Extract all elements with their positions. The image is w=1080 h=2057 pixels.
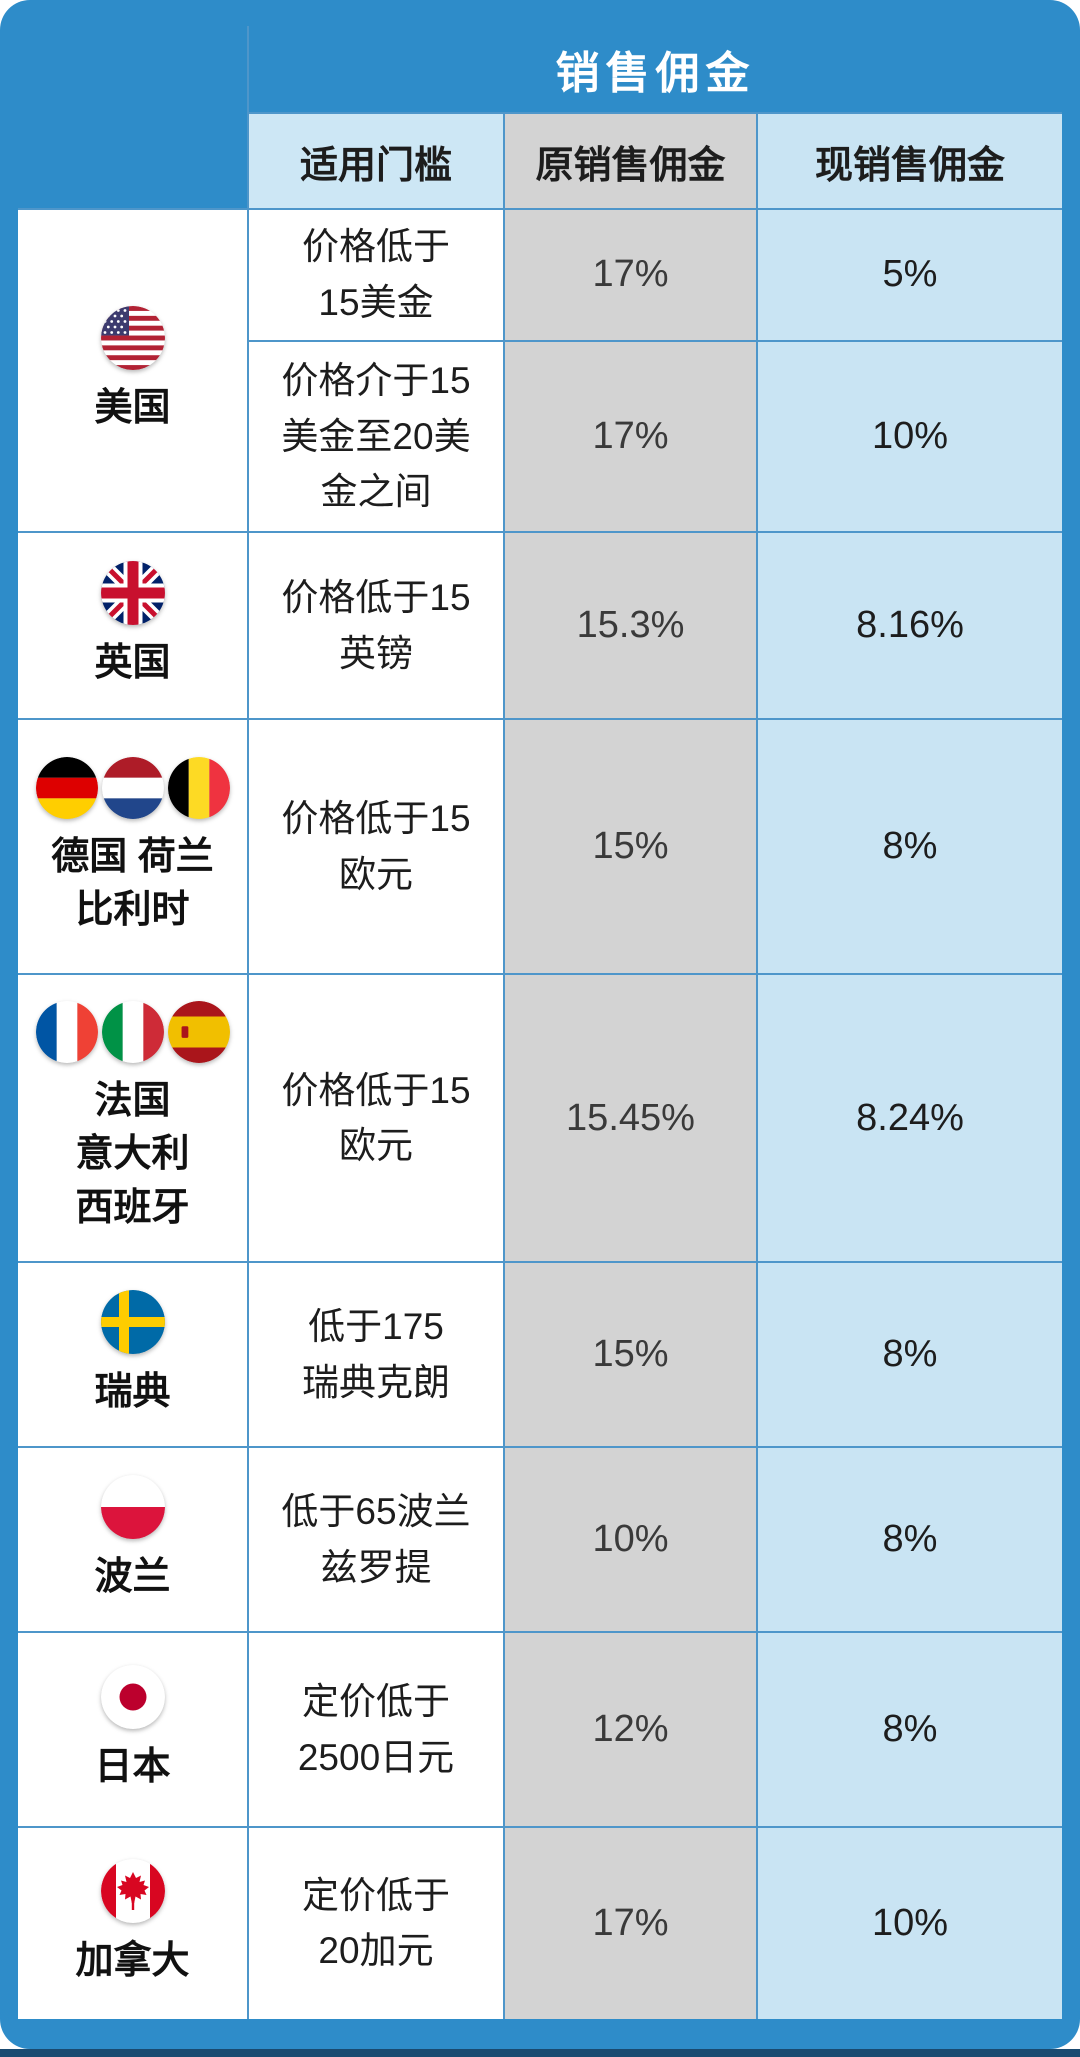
original-commission-value: 15% (505, 1262, 758, 1449)
current-commission-value: 8.24% (758, 975, 1062, 1263)
table-row-de-nl-be: 德国 荷兰 比利时 价格低于15 欧元 15% 8% (18, 720, 1062, 976)
table-row-usa-2: 价格介于15 美金至20美 金之间 17% 10% (18, 341, 1062, 534)
column-header-row: 适用门槛 原销售佣金 现销售佣金 (18, 114, 1062, 210)
flag-netherlands-icon (101, 756, 164, 819)
current-commission-value: 8% (758, 1448, 1062, 1634)
country-box: 英国 (24, 561, 241, 690)
country-cell-fr-it-es: 法国 意大利 西班牙 (18, 975, 249, 1263)
flags-usa (100, 305, 165, 370)
current-commission-value: 8% (758, 1633, 1062, 1828)
flag-canada-icon (100, 1858, 165, 1923)
current-commission-value: 8.16% (758, 533, 1062, 721)
threshold-cell: 价格低于15 欧元 (249, 720, 505, 976)
flag-germany-icon (35, 756, 98, 819)
original-commission-value: 15.45% (505, 975, 758, 1263)
table-row-uk: 英国 价格低于15 英镑 15.3% 8.16% (18, 533, 1062, 721)
flags-uk (100, 561, 165, 626)
current-commission-value: 10% (758, 1827, 1062, 2019)
country-cell-poland: 波兰 (18, 1448, 249, 1634)
table-title: 销售佣金 (249, 26, 1062, 114)
table-row-japan: 日本 定价低于 2500日元 12% 8% (18, 1633, 1062, 1828)
current-commission-value: 10% (758, 341, 1062, 534)
table-row-poland: 波兰 低于65波兰 兹罗提 10% 8% (18, 1448, 1062, 1634)
country-label: 波兰 (94, 1556, 171, 1599)
country-box: 美国 (24, 305, 241, 435)
table-row-usa-1: 美国 价格低于 15美金 17% 5% (18, 210, 1062, 534)
threshold-cell: 定价低于 2500日元 (249, 1633, 505, 1828)
country-label: 美国 (94, 386, 171, 429)
corner-cell (18, 26, 249, 210)
flags-japan (100, 1664, 165, 1729)
table-row-sweden: 瑞典 低于175 瑞典克朗 15% 8% (18, 1262, 1062, 1449)
flag-poland-icon (100, 1475, 165, 1540)
column-header-original: 原销售佣金 (505, 114, 758, 210)
flag-belgium-icon (167, 756, 230, 819)
current-commission-value: 5% (758, 210, 1062, 342)
threshold-cell: 价格介于15 美金至20美 金之间 (249, 341, 505, 534)
country-box: 日本 (24, 1664, 241, 1794)
flags-de-nl-be (35, 756, 230, 819)
country-cell-japan: 日本 (18, 1633, 249, 1828)
title-row: 销售佣金 (18, 26, 1062, 210)
threshold-cell: 价格低于 15美金 (249, 210, 505, 342)
flags-poland (100, 1475, 165, 1540)
country-label: 德国 荷兰 比利时 (51, 835, 214, 931)
country-label: 瑞典 (94, 1370, 171, 1413)
flag-usa-icon (100, 305, 165, 370)
flag-france-icon (35, 1001, 98, 1064)
current-commission-value: 8% (758, 1262, 1062, 1449)
flag-japan-icon (100, 1664, 165, 1729)
threshold-cell: 定价低于 20加元 (249, 1827, 505, 2019)
original-commission-value: 17% (505, 1827, 758, 2019)
country-label: 加拿大 (75, 1939, 190, 1982)
table-row-fr-it-es: 法国 意大利 西班牙 价格低于15 欧元 15.45% 8.24% (18, 975, 1062, 1263)
country-cell-de-nl-be: 德国 荷兰 比利时 (18, 720, 249, 976)
country-box: 法国 意大利 西班牙 (24, 1001, 241, 1235)
country-label: 日本 (94, 1745, 171, 1788)
original-commission-value: 15.3% (505, 533, 758, 721)
column-header-threshold: 适用门槛 (249, 114, 505, 210)
flag-italy-icon (101, 1001, 164, 1064)
threshold-cell: 价格低于15 英镑 (249, 533, 505, 721)
country-box: 加拿大 (24, 1858, 241, 1988)
country-box: 波兰 (24, 1475, 241, 1604)
flag-sweden-icon (100, 1289, 165, 1354)
country-box: 德国 荷兰 比利时 (24, 756, 241, 937)
original-commission-value: 12% (505, 1633, 758, 1828)
table-row-canada: 加拿大 定价低于 20加元 17% 10% (18, 1827, 1062, 2019)
flag-uk-icon (100, 561, 165, 626)
threshold-cell: 价格低于15 欧元 (249, 975, 505, 1263)
threshold-cell: 低于65波兰 兹罗提 (249, 1448, 505, 1634)
country-cell-uk: 英国 (18, 533, 249, 721)
original-commission-value: 15% (505, 720, 758, 976)
country-box: 瑞典 (24, 1289, 241, 1419)
threshold-cell: 低于175 瑞典克朗 (249, 1262, 505, 1449)
column-header-current: 现销售佣金 (758, 114, 1062, 210)
flags-sweden (100, 1289, 165, 1354)
original-commission-value: 10% (505, 1448, 758, 1634)
country-label: 法国 意大利 西班牙 (75, 1080, 190, 1229)
country-cell-sweden: 瑞典 (18, 1262, 249, 1449)
original-commission-value: 17% (505, 341, 758, 534)
original-commission-value: 17% (505, 210, 758, 342)
flag-spain-icon (167, 1001, 230, 1064)
country-label: 英国 (94, 642, 171, 685)
country-cell-usa: 美国 (18, 210, 249, 534)
flags-canada (100, 1858, 165, 1923)
flags-fr-it-es (35, 1001, 230, 1064)
current-commission-value: 8% (758, 720, 1062, 976)
bottom-edge-strip (0, 2049, 1080, 2057)
commission-table: 销售佣金 适用门槛 原销售佣金 现销售佣金 (18, 26, 1062, 2019)
country-cell-canada: 加拿大 (18, 1827, 249, 2019)
